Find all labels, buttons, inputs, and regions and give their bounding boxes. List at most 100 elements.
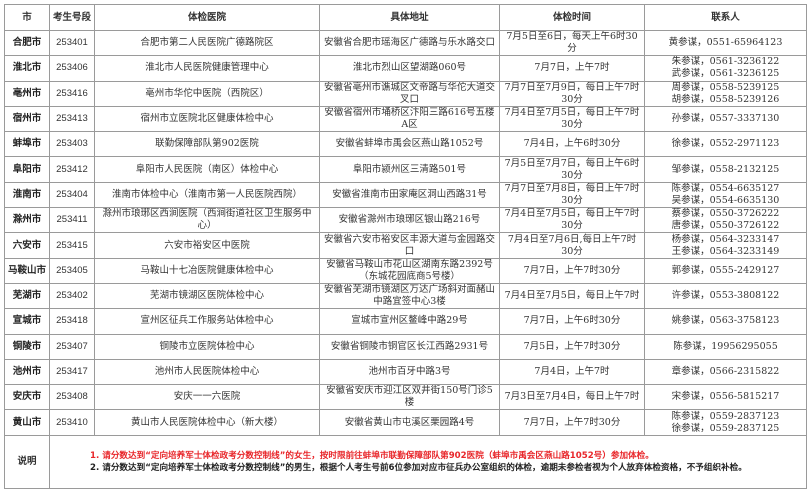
city-cell: 淮南市: [4, 181, 50, 209]
contact-entry: 徐参谋，0552-2971123: [671, 138, 780, 150]
city-cell: 池州市: [4, 358, 50, 386]
city-cell: 亳州市: [4, 80, 50, 107]
exam-code-cell: 253401: [49, 29, 95, 57]
contact-entry: 陈参谋，0559-2837123: [671, 410, 780, 422]
header-hospital: 体检医院: [94, 4, 320, 31]
exam-code-cell: 253416: [49, 80, 95, 107]
table-row: 芜湖市 253402 芜湖市镜湖区医院体检中心 安徽省芜湖市镜湖区万达广场斜对面赭山中…: [4, 282, 807, 310]
contact-entry: 邹参谋，0558-2132125: [671, 163, 780, 175]
exam-code-cell: 253418: [49, 308, 95, 335]
city-cell: 马鞍山市: [4, 257, 50, 284]
hospital-cell: 宿州市立医院北区健康体检中心: [94, 105, 320, 133]
address-cell: 安徽省宿州市埇桥区汴阳三路616号五楼A区: [319, 105, 500, 133]
exam-time-cell: 7月5日，上午7时30分: [499, 333, 645, 360]
contacts-cell: 宋参谋，0556-5815217: [644, 384, 807, 411]
hospital-cell: 安庆一一六医院: [94, 384, 320, 411]
address-cell: 安徽省合肥市瑶海区广德路与乐水路交口: [319, 29, 500, 57]
hospital-cell: 淮北市人民医院健康管理中心: [94, 55, 320, 82]
table-row: 阜阳市 253412 阜阳市人民医院（南区）体检中心 阜阳市颍州区三清路501号 7月5…: [4, 156, 807, 183]
exam-code-cell: 253415: [49, 232, 95, 259]
exam-time-cell: 7月5日至6日，每天上午6时30分: [499, 29, 645, 57]
contacts-cell: 姚参谋，0563-3758123: [644, 308, 807, 335]
contact-entry: 陈参谋，19956295055: [673, 340, 778, 352]
table-row: 滁州市 253411 滁州市琅琊区西涧医院（西涧街道社区卫生服务中心） 安徽省滁州市琅…: [4, 207, 807, 234]
address-cell: 安徽省铜陵市铜官区长江西路2931号: [319, 333, 500, 360]
header-code: 考生号段: [49, 4, 95, 31]
contact-entry: 许参谋，0553-3808122: [671, 290, 780, 302]
contacts-cell: 徐参谋，0552-2971123: [644, 131, 807, 158]
address-cell: 宣城市宣州区鳌峰中路29号: [319, 308, 500, 335]
header-contacts: 联系人: [644, 4, 807, 31]
contacts-cell: 许参谋，0553-3808122: [644, 282, 807, 310]
table-row: 淮北市 253406 淮北市人民医院健康管理中心 淮北市烈山区望湖路060号 7月7日，…: [4, 55, 807, 82]
contact-entry: 蔡参谋，0550-3726222: [671, 208, 780, 220]
city-cell: 安庆市: [4, 384, 50, 411]
header-city: 市: [4, 4, 50, 31]
table-row: 合肥市 253401 合肥市第二人民医院广德路院区 安徽省合肥市瑶海区广德路与乐水路交…: [4, 29, 807, 57]
city-cell: 滁州市: [4, 207, 50, 234]
exam-time-cell: 7月7日至7月9日，每日上午7时30分: [499, 80, 645, 107]
contact-entry: 郭参谋，0555-2429127: [671, 264, 780, 276]
table-row: 亳州市 253416 亳州市华佗中医院（西院区） 安徽省亳州市谯城区文帝路与华佗大道交…: [4, 80, 807, 107]
hospital-cell: 合肥市第二人民医院广德路院区: [94, 29, 320, 57]
city-cell: 淮北市: [4, 55, 50, 82]
contacts-cell: 邹参谋，0558-2132125: [644, 156, 807, 183]
table-row: 淮南市 253404 淮南市体检中心（淮南市第一人民医院西院） 安徽省淮南市田家庵区洞…: [4, 181, 807, 209]
contacts-cell: 蔡参谋，0550-3726222 唐参谋，0550-3726122: [644, 207, 807, 234]
exam-code-cell: 253417: [49, 358, 95, 386]
address-cell: 安徽省六安市裕安区丰源大道与金园路交口: [319, 232, 500, 259]
city-cell: 六安市: [4, 232, 50, 259]
exam-time-cell: 7月4日至7月5日，每日上午7时: [499, 282, 645, 310]
table-row: 六安市 253415 六安市裕安区中医院 安徽省六安市裕安区丰源大道与金园路交口 7月4…: [4, 232, 807, 259]
exam-time-cell: 7月7日，上午7时30分: [499, 409, 645, 436]
city-cell: 铜陵市: [4, 333, 50, 360]
contact-entry: 唐参谋，0550-3726122: [671, 220, 780, 232]
hospital-cell: 铜陵市立医院体检中心: [94, 333, 320, 360]
hospital-cell: 马鞍山十七冶医院健康体检中心: [94, 257, 320, 284]
address-cell: 安徽省蚌埠市禹会区燕山路1052号: [319, 131, 500, 158]
address-cell: 池州市百牙中路3号: [319, 358, 500, 386]
contact-entry: 王参谋，0564-3233149: [671, 245, 780, 257]
header-time: 体检时间: [499, 4, 645, 31]
address-cell: 安徽省滁州市琅琊区银山路216号: [319, 207, 500, 234]
contact-entry: 徐参谋，0559-2837125: [671, 422, 780, 434]
note-item: 2. 请分数达到“定向培养军士体检政考分数控制线”的男生，根据个人考生号前6位参…: [90, 462, 747, 473]
city-cell: 宿州市: [4, 105, 50, 133]
address-cell: 安徽省亳州市谯城区文帝路与华佗大道交叉口: [319, 80, 500, 107]
hospital-cell: 宣州区征兵工作服务站体检中心: [94, 308, 320, 335]
exam-code-cell: 253412: [49, 156, 95, 183]
address-cell: 安徽省马鞍山市花山区湖南东路2392号（东城花园底商5号楼）: [319, 257, 500, 284]
table-row: 宿州市 253413 宿州市立医院北区健康体检中心 安徽省宿州市埇桥区汴阳三路616号…: [4, 105, 807, 133]
exam-time-cell: 7月5日至7月7日，每日上午6时30分: [499, 156, 645, 183]
hospital-cell: 池州市人民医院体检中心: [94, 358, 320, 386]
contact-entry: 武参谋，0561-3236125: [671, 68, 780, 80]
hospital-cell: 黄山市人民医院体检中心（新大楼）: [94, 409, 320, 436]
table-header-row: 市 考生号段 体检医院 具体地址 体检时间 联系人: [4, 4, 807, 31]
exam-code-cell: 253403: [49, 131, 95, 158]
contacts-cell: 杨参谋，0564-3233147 王参谋，0564-3233149: [644, 232, 807, 259]
contacts-cell: 黄参谋，0551-65964123: [644, 29, 807, 57]
contact-entry: 胡参谋，0558-5239126: [671, 93, 780, 105]
address-cell: 阜阳市颍州区三清路501号: [319, 156, 500, 183]
hospital-cell: 淮南市体检中心（淮南市第一人民医院西院）: [94, 181, 320, 209]
city-cell: 黄山市: [4, 409, 50, 436]
exam-time-cell: 7月4日，上午6时30分: [499, 131, 645, 158]
exam-code-cell: 253405: [49, 257, 95, 284]
contacts-cell: 郭参谋，0555-2429127: [644, 257, 807, 284]
exam-code-cell: 253406: [49, 55, 95, 82]
address-cell: 安徽省安庆市迎江区双井街150号门诊5楼: [319, 384, 500, 411]
city-cell: 宣城市: [4, 308, 50, 335]
table-row: 马鞍山市 253405 马鞍山十七冶医院健康体检中心 安徽省马鞍山市花山区湖南东路23…: [4, 257, 807, 284]
physical-exam-schedule-table: 市 考生号段 体检医院 具体地址 体检时间 联系人 合肥市 253401 合肥市第二…: [4, 4, 807, 489]
exam-time-cell: 7月4日至7月6日,每日上午7时30分: [499, 232, 645, 259]
exam-code-cell: 253407: [49, 333, 95, 360]
address-cell: 淮北市烈山区望湖路060号: [319, 55, 500, 82]
contacts-cell: 陈参谋，19956295055: [644, 333, 807, 360]
exam-time-cell: 7月4日，上午7时: [499, 358, 645, 386]
contact-entry: 章参谋，0566-2315822: [671, 366, 780, 377]
contact-entry: 孙参谋，0557-3337130: [671, 113, 780, 125]
table-row: 蚌埠市 253403 联勤保障部队第902医院 安徽省蚌埠市禹会区燕山路1052号 7月…: [4, 131, 807, 158]
exam-time-cell: 7月4日至7月5日，每日上午7时30分: [499, 207, 645, 234]
city-cell: 蚌埠市: [4, 131, 50, 158]
exam-code-cell: 253410: [49, 409, 95, 436]
